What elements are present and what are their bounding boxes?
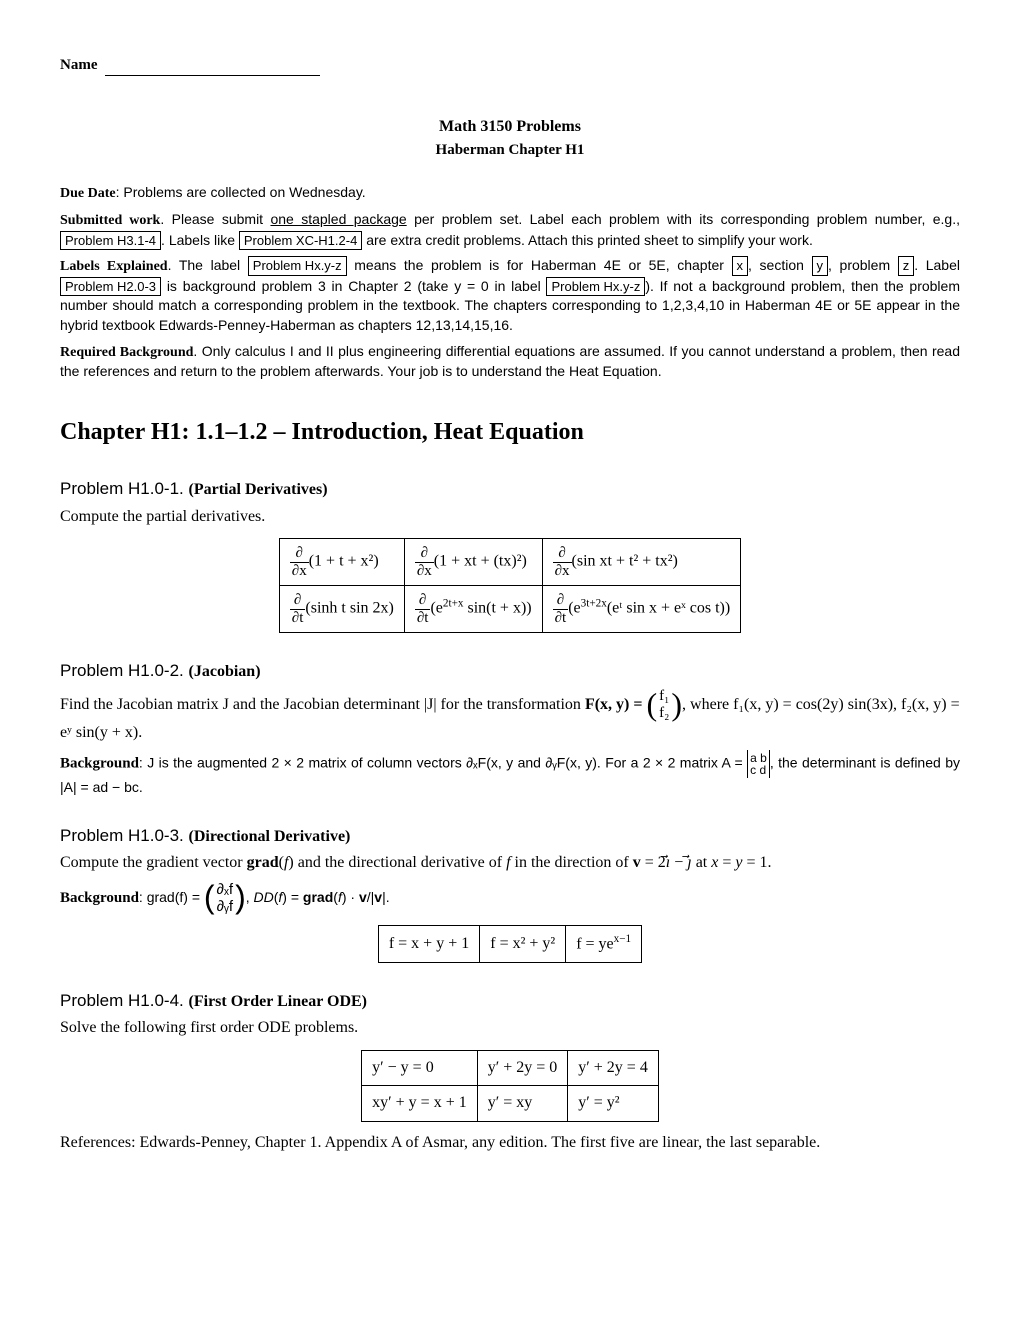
name-label: Name [60,57,98,73]
submitted-work-para: Submitted work. Please submit one staple… [60,210,960,250]
directional-derivative-table: f = x + y + 1 f = x² + y² f = yex−1 [378,925,642,963]
doc-subtitle: Haberman Chapter H1 [60,140,960,161]
table-cell: y′ − y = 0 [362,1050,478,1085]
problem-3-head: Problem H1.0-3. (Directional Derivative) [60,824,960,848]
problem-4-body: Solve the following first order ODE prob… [60,1017,960,1039]
problem-1-body: Compute the partial derivatives. [60,506,960,528]
problem-4-head: Problem H1.0-4. (First Order Linear ODE) [60,989,960,1013]
partial-derivatives-table: ∂∂x(1 + t + x²) ∂∂x(1 + xt + (tx)²) ∂∂x(… [279,538,741,633]
table-cell: y′ = y² [568,1086,659,1121]
name-row: Name [60,55,960,76]
table-cell: y′ + 2y = 0 [477,1050,568,1085]
chapter-heading: Chapter H1: 1.1–1.2 – Introduction, Heat… [60,416,960,450]
table-cell: f = x + y + 1 [378,926,479,963]
problem-2-background: Background: J is the augmented 2 × 2 mat… [60,750,960,798]
table-cell: f = yex−1 [566,926,642,963]
table-cell: y′ + 2y = 4 [568,1050,659,1085]
problem-2-head: Problem H1.0-2. (Jacobian) [60,659,960,683]
labels-explained-para: Labels Explained. The label Problem Hx.y… [60,256,960,335]
table-cell: xy′ + y = x + 1 [362,1086,478,1121]
problem-4-references: References: Edwards-Penney, Chapter 1. A… [60,1132,960,1154]
doc-title: Math 3150 Problems [60,116,960,138]
table-cell: ∂∂x(1 + xt + (tx)²) [404,539,542,586]
ode-table: y′ − y = 0 y′ + 2y = 0 y′ + 2y = 4 xy′ +… [361,1050,659,1122]
problem-3-background: Background: grad(f) = (∂ₓf∂ᵧf), DD(f) = … [60,881,960,916]
table-cell: ∂∂x(1 + t + x²) [279,539,404,586]
extra-credit-box: Problem XC-H1.2-4 [239,231,362,251]
table-cell: f = x² + y² [480,926,566,963]
required-background-para: Required Background. Only calculus I and… [60,342,960,382]
table-cell: ∂∂t(sinh t sin 2x) [279,586,404,633]
problem-3-body: Compute the gradient vector grad(f) and … [60,852,960,874]
problem-1-head: Problem H1.0-1. (Partial Derivatives) [60,477,960,501]
due-date-line: Due Date: Problems are collected on Wedn… [60,183,960,204]
table-cell: ∂∂t(e2t+x sin(t + x)) [404,586,542,633]
table-cell: ∂∂t(e3t+2x(eᵗ sin x + eˣ cos t)) [542,586,741,633]
example-label-box: Problem H3.1-4 [60,231,161,251]
table-cell: y′ = xy [477,1086,568,1121]
name-blank-line[interactable] [105,75,320,76]
table-cell: ∂∂x(sin xt + t² + tx²) [542,539,741,586]
problem-2-body: Find the Jacobian matrix J and the Jacob… [60,688,960,745]
